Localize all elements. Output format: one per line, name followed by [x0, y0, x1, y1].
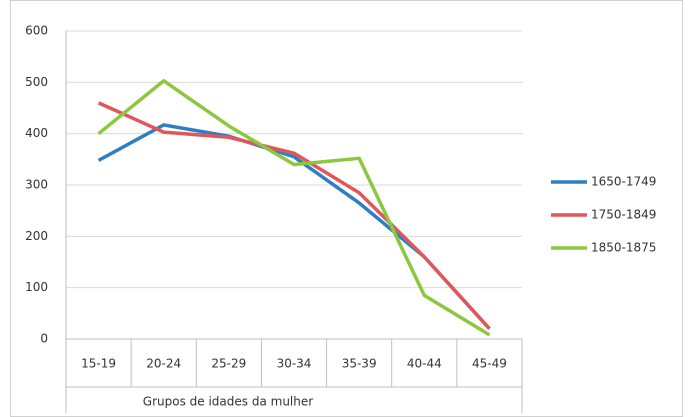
y-tick-label: 300: [25, 178, 48, 192]
x-tick-label: 40-44: [407, 357, 442, 371]
y-tick-label: 200: [25, 229, 48, 243]
x-tick-label: 35-39: [342, 357, 377, 371]
series-line: [97, 101, 491, 330]
x-tick-label: 30-34: [277, 357, 312, 371]
x-tick-label: 20-24: [146, 357, 181, 371]
y-tick-label: 400: [25, 126, 48, 140]
x-axis-label: Grupos de idades da mulher: [143, 395, 313, 409]
x-tick-label: 45-49: [472, 357, 507, 371]
x-tick-label: 25-29: [211, 357, 246, 371]
y-tick-label: 0: [40, 332, 48, 346]
y-tick-label: 600: [25, 24, 48, 38]
series-line: [97, 79, 491, 337]
legend-label: 1850-1875: [591, 241, 656, 255]
legend-label: 1650-1749: [591, 175, 656, 189]
chart-border: [10, 0, 683, 417]
y-tick-label: 100: [25, 280, 48, 294]
x-tick-label: 15-19: [81, 357, 116, 371]
legend-label: 1750-1849: [591, 208, 656, 222]
y-tick-label: 500: [25, 75, 48, 89]
